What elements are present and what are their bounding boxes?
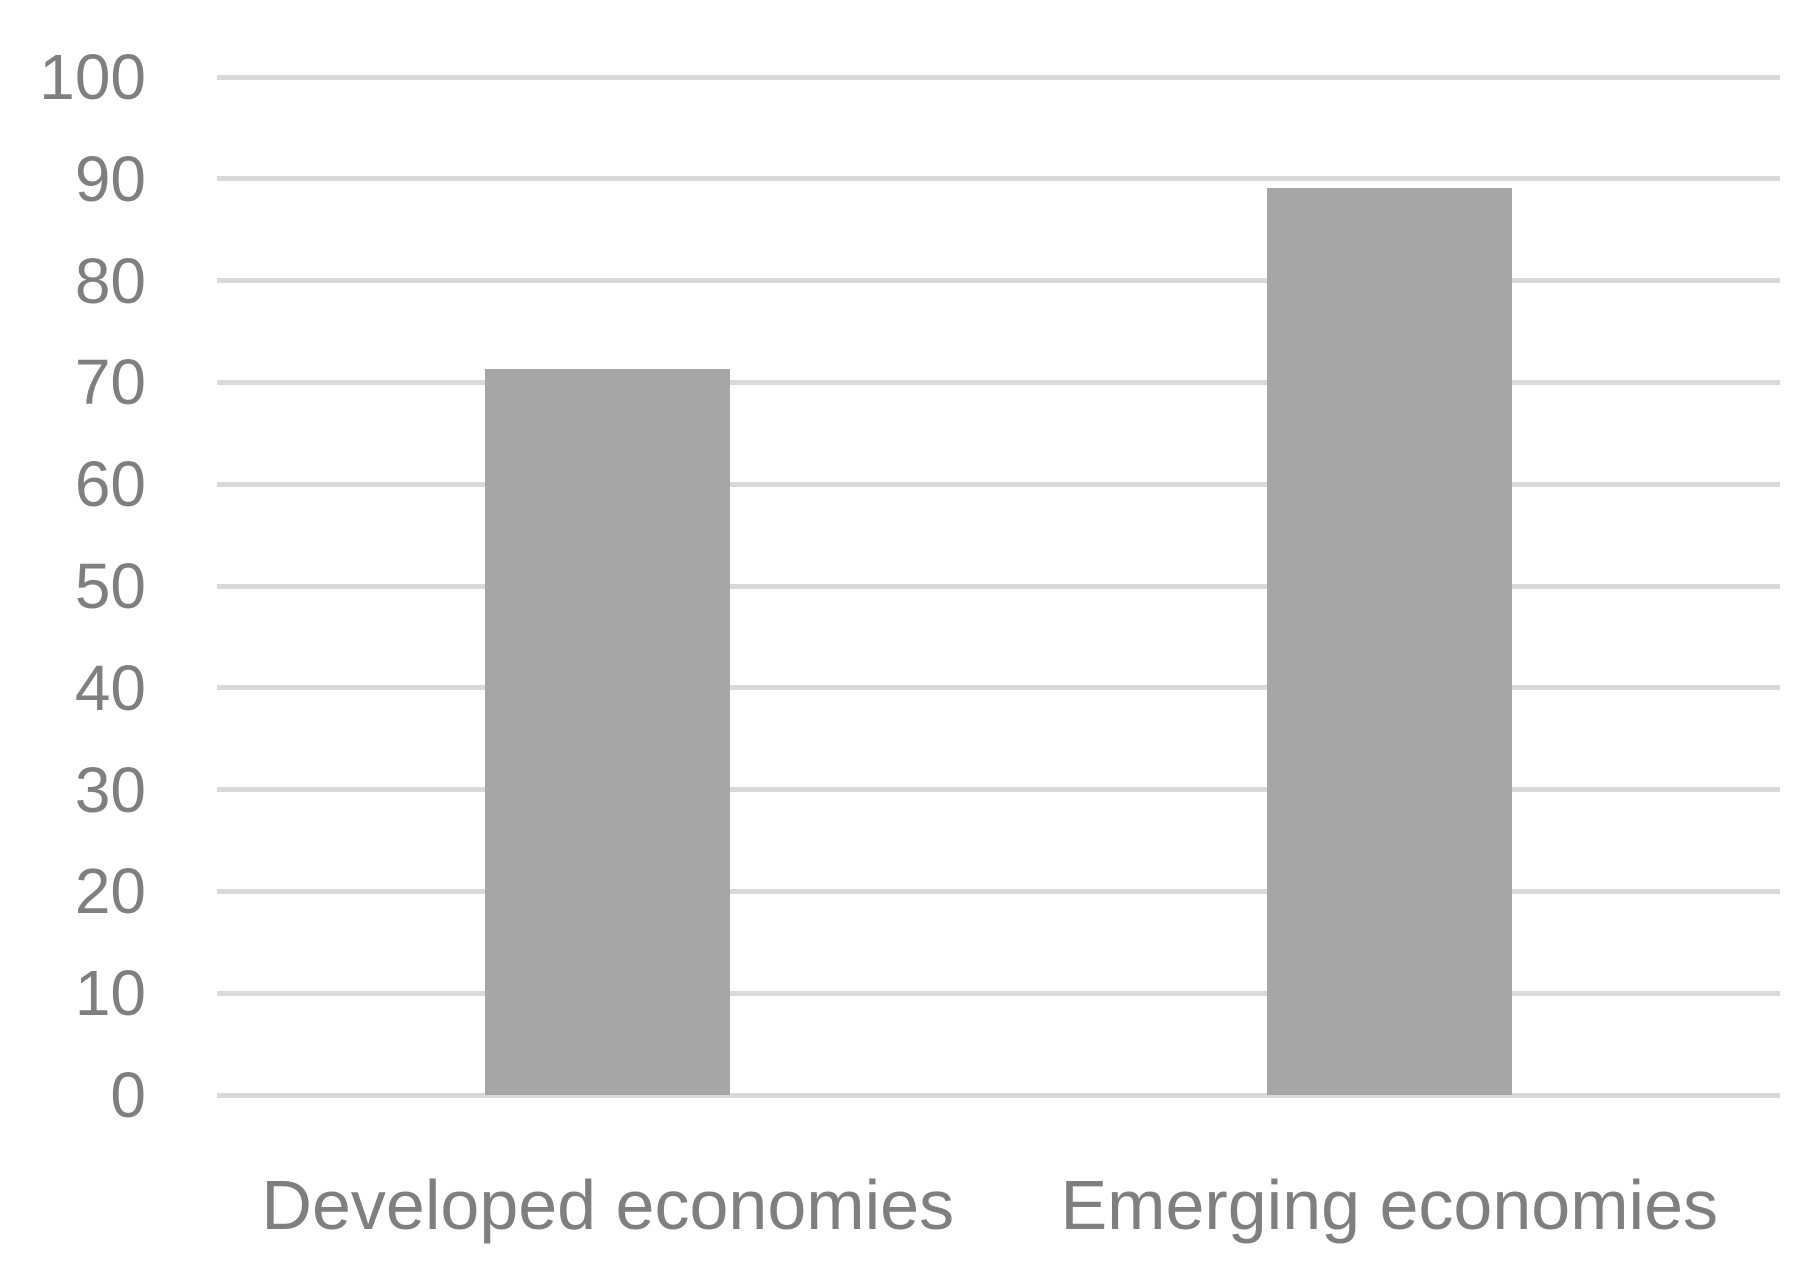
y-axis-tick-label: 50 — [74, 550, 146, 622]
y-axis-tick-label: 0 — [110, 1059, 146, 1131]
y-gridline — [217, 481, 1780, 487]
y-axis-tick-label: 30 — [74, 753, 146, 826]
bar — [485, 369, 731, 1095]
y-axis-tick-label: 60 — [74, 448, 146, 521]
y-axis-tick-label: 10 — [74, 957, 146, 1030]
x-category-label: Emerging economies — [1060, 1166, 1719, 1244]
y-gridline — [217, 278, 1780, 284]
y-gridline — [217, 990, 1780, 996]
y-gridline — [217, 176, 1780, 182]
y-axis-tick-label: 70 — [74, 346, 146, 419]
y-axis-tick-label: 20 — [74, 855, 146, 928]
y-gridline — [217, 787, 1780, 793]
bar — [1266, 187, 1512, 1095]
y-axis-tick-label: 80 — [74, 244, 146, 317]
y-gridline — [217, 379, 1780, 385]
y-gridline — [217, 685, 1780, 691]
y-gridline — [217, 888, 1780, 894]
x-category-label: Developed economies — [261, 1166, 955, 1244]
y-axis-tick-label: 40 — [74, 651, 146, 724]
y-axis-tick-label: 100 — [39, 41, 146, 113]
y-gridline — [217, 583, 1780, 589]
y-axis-tick-label: 90 — [74, 142, 146, 215]
y-gridline — [217, 1092, 1780, 1098]
y-gridline — [217, 74, 1780, 80]
